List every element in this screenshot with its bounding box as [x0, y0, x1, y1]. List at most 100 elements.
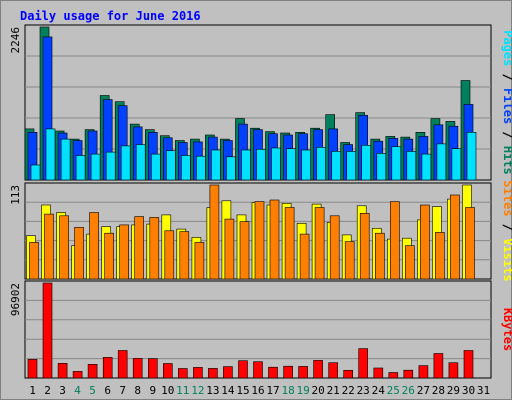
- bar-sites-day-24: [374, 232, 385, 280]
- bar-sites-day-23: [359, 213, 370, 280]
- x-tick-label-5: 5: [89, 384, 96, 397]
- bar-sites-day-18: [284, 207, 295, 280]
- bar-sites-day-29: [450, 194, 460, 280]
- bar-kbytes-day-18: [283, 365, 293, 379]
- bar-pages-day-26: [406, 151, 417, 181]
- bar-kbytes-day-11: [178, 368, 188, 379]
- bar-pages-day-3: [60, 138, 71, 181]
- bar-sites-day-19: [299, 233, 310, 280]
- bar-pages-day-24: [376, 153, 387, 181]
- x-tick-label-31: 31: [477, 384, 490, 397]
- x-tick-label-24: 24: [372, 384, 386, 397]
- side-legend-kbytes: KBytes: [501, 308, 512, 351]
- x-tick-label-17: 17: [266, 384, 279, 397]
- x-tick-label-1: 1: [29, 384, 36, 397]
- bar-kbytes-day-16: [253, 361, 263, 379]
- bar-kbytes-day-26: [403, 369, 414, 379]
- bar-pages-day-5: [90, 153, 101, 181]
- bar-kbytes-day-27: [418, 365, 429, 379]
- x-tick-label-28: 28: [432, 384, 445, 397]
- bar-sites-day-14: [224, 218, 235, 280]
- bar-pages-day-1: [30, 164, 41, 181]
- axis-max-label: 2246: [9, 27, 22, 54]
- bar-sites-day-3: [59, 215, 69, 280]
- axis-max-label: 96902: [9, 283, 22, 316]
- x-tick-label-7: 7: [119, 384, 126, 397]
- legend-part: /: [501, 217, 512, 239]
- x-tick-label-25: 25: [387, 384, 400, 397]
- bar-kbytes-day-17: [268, 366, 278, 379]
- bar-kbytes-day-25: [388, 372, 399, 379]
- x-tick-label-14: 14: [221, 384, 235, 397]
- x-tick-label-13: 13: [206, 384, 219, 397]
- bar-kbytes-day-28: [433, 353, 444, 379]
- bar-pages-day-12: [196, 155, 206, 181]
- bar-pages-day-15: [241, 149, 251, 181]
- bar-sites-day-12: [194, 242, 205, 280]
- bar-sites-day-8: [134, 216, 144, 280]
- bar-kbytes-day-21: [328, 362, 339, 379]
- bar-pages-day-22: [346, 151, 357, 181]
- bar-kbytes-day-5: [87, 363, 98, 379]
- bar-kbytes-day-15: [238, 360, 248, 379]
- bar-sites-day-9: [149, 217, 160, 280]
- bar-kbytes-day-6: [102, 357, 113, 379]
- bar-kbytes-day-3: [57, 362, 68, 379]
- bar-sites-day-7: [119, 224, 129, 280]
- bar-kbytes-day-20: [313, 360, 323, 379]
- bar-pages-day-17: [271, 147, 281, 181]
- bar-kbytes-day-9: [148, 358, 158, 379]
- bar-pages-day-10: [166, 150, 176, 181]
- bar-pages-day-6: [105, 151, 116, 181]
- legend-part: Sites: [501, 180, 512, 216]
- bar-pages-day-19: [301, 149, 311, 181]
- x-tick-label-29: 29: [447, 384, 460, 397]
- bar-kbytes-day-23: [358, 348, 369, 379]
- bar-kbytes-day-14: [223, 366, 233, 379]
- bar-sites-day-30: [465, 207, 475, 280]
- bar-pages-day-21: [331, 151, 342, 181]
- x-tick-label-20: 20: [311, 384, 324, 397]
- bar-kbytes-day-1: [27, 359, 38, 379]
- bar-sites-day-1: [29, 242, 39, 280]
- chart-title: Daily usage for June 2016: [20, 9, 201, 23]
- bar-pages-day-20: [316, 147, 326, 181]
- bar-sites-day-25: [389, 201, 400, 280]
- x-tick-label-12: 12: [191, 384, 204, 397]
- x-tick-label-16: 16: [251, 384, 264, 397]
- x-tick-label-22: 22: [342, 384, 355, 397]
- bar-sites-day-13: [209, 184, 220, 280]
- bar-kbytes-day-2: [42, 282, 53, 379]
- x-tick-label-30: 30: [462, 384, 475, 397]
- bar-kbytes-day-19: [298, 366, 308, 379]
- bar-pages-day-29: [451, 148, 462, 181]
- bar-kbytes-day-10: [163, 363, 173, 379]
- bar-kbytes-day-4: [72, 371, 83, 379]
- bar-pages-day-28: [436, 143, 447, 181]
- bar-pages-day-25: [391, 146, 402, 181]
- bar-pages-day-9: [151, 153, 161, 181]
- x-tick-label-6: 6: [104, 384, 111, 397]
- x-tick-label-26: 26: [402, 384, 415, 397]
- bar-pages-day-16: [256, 149, 266, 181]
- bar-sites-day-4: [74, 227, 84, 280]
- legend-part: KBytes: [501, 308, 512, 351]
- bar-kbytes-day-30: [463, 350, 474, 379]
- axis-max-label: 113: [9, 185, 22, 205]
- bar-kbytes-day-22: [343, 369, 354, 379]
- bar-sites-day-10: [164, 230, 175, 280]
- legend-part: /: [501, 66, 512, 88]
- x-tick-label-18: 18: [281, 384, 294, 397]
- x-tick-label-8: 8: [134, 384, 141, 397]
- bar-sites-day-17: [269, 199, 280, 280]
- bar-pages-day-11: [181, 155, 191, 181]
- bar-pages-day-13: [211, 149, 221, 181]
- bar-sites-day-5: [89, 212, 99, 280]
- x-tick-label-10: 10: [161, 384, 174, 397]
- bar-sites-day-15: [239, 221, 250, 280]
- bar-pages-day-30: [466, 132, 477, 181]
- legend-part: Pages: [501, 30, 512, 66]
- x-tick-label-23: 23: [357, 384, 370, 397]
